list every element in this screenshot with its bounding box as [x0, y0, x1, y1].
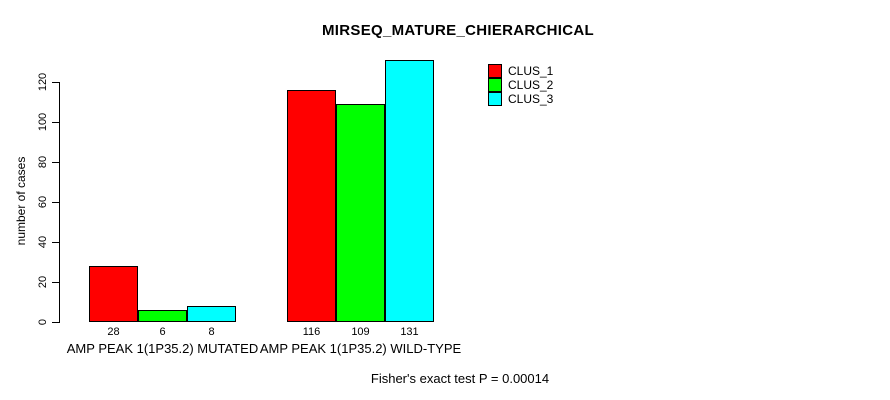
y-tick-label: 60 [37, 195, 49, 209]
y-tick [52, 322, 59, 323]
y-tick-label: 20 [37, 275, 49, 289]
bar-clus_2-group2 [336, 104, 385, 322]
bar-value-label: 6 [159, 326, 166, 338]
bar-value-label: 109 [351, 326, 370, 338]
legend: CLUS_1 CLUS_2 CLUS_3 [488, 64, 553, 106]
y-axis-label: number of cases [14, 156, 28, 246]
legend-item-clus_1: CLUS_1 [488, 64, 553, 78]
annotation-text: Fisher's exact test P = 0.00014 [370, 371, 550, 386]
y-tick [52, 82, 59, 83]
y-tick [52, 162, 59, 163]
y-tick [52, 242, 59, 243]
bar-value-label: 116 [302, 326, 321, 338]
legend-label: CLUS_1 [508, 64, 554, 78]
y-tick-label: 80 [37, 155, 49, 169]
bar-value-label: 131 [400, 326, 419, 338]
y-tick-label: 100 [37, 112, 49, 132]
bar-clus_1-group2 [287, 90, 336, 322]
legend-swatch-clus_2 [488, 78, 502, 92]
y-tick-label: 40 [37, 235, 49, 249]
legend-swatch-clus_3 [488, 92, 502, 106]
x-category-label: AMP PEAK 1(1P35.2) WILD-TYPE [259, 341, 462, 356]
bar-clus_3-group2 [385, 60, 434, 322]
legend-label: CLUS_3 [508, 92, 554, 106]
y-tick [52, 282, 59, 283]
x-category-label: AMP PEAK 1(1P35.2) MUTATED [66, 341, 259, 356]
y-tick-label: 120 [37, 72, 49, 92]
legend-label: CLUS_2 [508, 78, 554, 92]
y-tick [52, 202, 59, 203]
bar-clus_3-group1 [187, 306, 236, 322]
legend-item-clus_2: CLUS_2 [488, 78, 553, 92]
legend-swatch-clus_1 [488, 64, 502, 78]
bar-clus_2-group1 [138, 310, 187, 322]
bar-value-label: 8 [208, 326, 215, 338]
bar-clus_1-group1 [89, 266, 138, 322]
y-axis-line [59, 82, 60, 323]
bar-value-label: 28 [107, 326, 120, 338]
chart-title: MIRSEQ_MATURE_CHIERARCHICAL [322, 22, 594, 39]
y-tick-label: 0 [37, 318, 49, 326]
y-tick [52, 122, 59, 123]
legend-item-clus_3: CLUS_3 [488, 92, 553, 106]
